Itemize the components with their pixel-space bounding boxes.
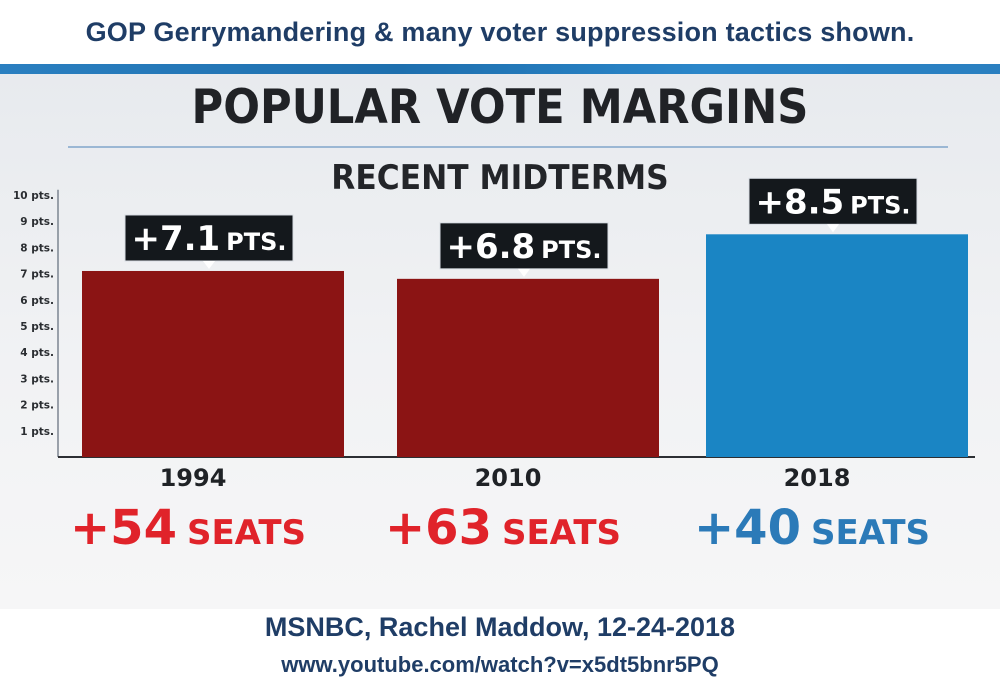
- y-tick-label: 6 pts.: [20, 295, 54, 307]
- y-tick-label: 8 pts.: [20, 242, 54, 254]
- data-label-2010: +6.8 PTS.: [439, 222, 609, 277]
- data-label-1994: +7.1 PTS.: [124, 214, 294, 269]
- bar-2010: [397, 278, 659, 457]
- data-label-pointer: [203, 260, 215, 269]
- data-label-value: +7.1: [131, 219, 220, 259]
- y-tick-label: 3 pts.: [20, 373, 54, 385]
- x-category-label: 2010: [475, 464, 542, 492]
- data-label-box: [124, 214, 294, 262]
- data-label-pointer: [827, 224, 839, 233]
- y-tick-label: 1 pts.: [20, 426, 54, 438]
- data-label-pointer: [518, 268, 530, 277]
- y-tick-label: 10 pts.: [13, 190, 54, 202]
- source-url: www.youtube.com/watch?v=x5dt5bnr5PQ: [281, 652, 719, 677]
- bar-1994: [82, 270, 344, 457]
- title-divider: [68, 146, 948, 148]
- y-tick-label: 4 pts.: [20, 347, 54, 359]
- seats-unit: SEATS: [187, 513, 306, 553]
- data-label-unit: PTS.: [226, 228, 286, 256]
- seats-value: +40: [694, 500, 801, 556]
- seats-label-1994: +54 SEATS: [70, 500, 306, 556]
- seats-label-2010: +63 SEATS: [385, 500, 621, 556]
- y-tick-label: 7 pts.: [20, 269, 54, 281]
- bottom-caption: MSNBC, Rachel Maddow, 12-24-2018: [264, 612, 736, 642]
- seats-label-2018: +40 SEATS: [694, 500, 930, 556]
- top-caption: GOP Gerrymandering & many voter suppress…: [85, 16, 915, 47]
- panel-top-strip: [0, 64, 1000, 74]
- chart-title: POPULAR VOTE MARGINS: [191, 80, 809, 135]
- y-tick-label: 9 pts.: [20, 216, 54, 228]
- data-label-value: +8.5: [755, 182, 844, 222]
- chart-subtitle: RECENT MIDTERMS: [331, 158, 669, 198]
- data-label-text: +7.1 PTS.: [131, 219, 286, 259]
- x-category-label: 1994: [160, 464, 227, 492]
- data-label-text: +6.8 PTS.: [446, 227, 601, 267]
- data-label-2018: +8.5 PTS.: [748, 177, 918, 233]
- bar-2018: [706, 234, 968, 457]
- y-tick-label: 2 pts.: [20, 400, 54, 412]
- data-label-unit: PTS.: [850, 191, 910, 219]
- data-label-value: +6.8: [446, 227, 535, 267]
- data-label-unit: PTS.: [541, 236, 601, 264]
- bar-chart: 1 pts. 2 pts. 3 pts. 4 pts. 5 pts. 6 pts. 7 pt…: [13, 177, 975, 556]
- seats-value: +63: [385, 500, 492, 556]
- seats-unit: SEATS: [502, 513, 621, 553]
- seats-value: +54: [70, 500, 177, 556]
- x-category-label: 2018: [784, 464, 851, 492]
- seats-unit: SEATS: [811, 513, 930, 553]
- data-label-text: +8.5 PTS.: [755, 182, 910, 222]
- y-tick-label: 5 pts.: [20, 321, 54, 333]
